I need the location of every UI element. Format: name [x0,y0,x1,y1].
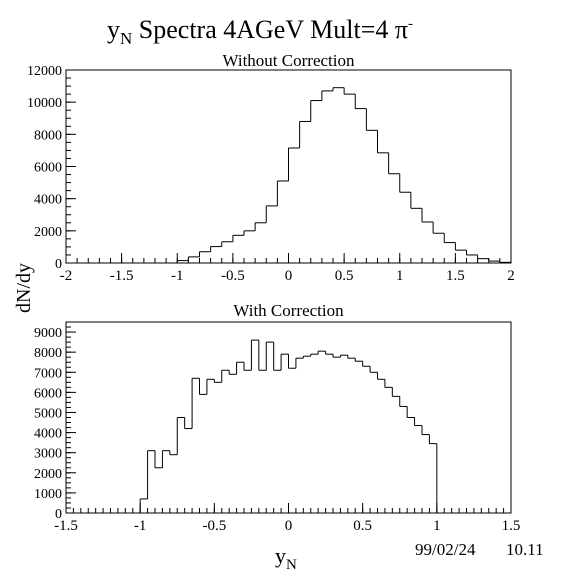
title-pi: π [395,15,408,44]
x-tick-label: 1 [433,518,441,534]
y-tick-label: 2000 [34,225,62,240]
x-tick-label: 1.5 [502,518,521,534]
x-tick-label: 1.5 [446,268,465,284]
footer-date: 99/02/24 [415,540,476,559]
y-tick-label: 3000 [34,447,62,462]
histogram-panel-1: Without Correction-2 -1.5 -1 -0.5 0 0.5 1 1.5 20… [27,51,515,284]
histogram-panel-2: With Correction -1.5 -1 -0.5 0 0.5 1 1.5 0 1000 20… [34,301,520,534]
x-tick-label: 0 [285,268,293,284]
x-tick-label: 0.5 [335,268,354,284]
figure-title: yN Spectra 4AGeV Mult=4 π- [107,15,413,48]
x-tick-label: -1.5 [110,268,134,284]
x-axis-label: yN [275,543,297,573]
plots-group: Without Correction-2 -1.5 -1 -0.5 0 0.5 1 1.5 20… [27,51,520,534]
x-tick-label: 0 [285,518,293,534]
xlabel-sub: N [286,557,297,573]
y-tick-label: 0 [55,507,62,522]
x-tick-label: 0.5 [353,518,372,534]
x-tick-label: -1 [171,268,184,284]
y-tick-label: 12000 [27,64,62,79]
title-main: y [107,15,120,44]
title-sub: N [120,29,132,48]
footer-time: 10.11 [506,540,544,559]
y-tick-label: 1000 [34,487,62,502]
panel-title: With Correction [233,301,344,320]
y-tick-label: 4000 [34,193,62,208]
title-rest: Spectra 4AGeV Mult=4 [132,15,395,44]
x-tick-label: -0.5 [202,518,226,534]
y-tick-label: 8000 [34,346,62,361]
title-sup: - [408,16,413,32]
x-tick-label: -1 [134,518,147,534]
y-tick-label: 9000 [34,326,62,341]
y-tick-label: 6000 [34,161,62,176]
xlabel-main: y [275,543,286,568]
panel-title: Without Correction [223,51,355,70]
x-tick-label: -1.5 [54,518,78,534]
x-tick-label: 2 [507,268,515,284]
y-tick-label: 10000 [27,96,62,111]
y-tick-label: 2000 [34,467,62,482]
y-tick-label: 6000 [34,386,62,401]
x-tick-label: -0.5 [221,268,245,284]
x-tick-label: 1 [396,268,404,284]
y-tick-label: 8000 [34,128,62,143]
y-axis-label: dN/dy [13,263,35,313]
y-tick-label: 5000 [34,406,62,421]
plot-frame [65,321,512,514]
y-tick-label: 4000 [34,427,62,442]
y-tick-label: 7000 [34,366,62,381]
x-tick-label: -2 [60,268,73,284]
y-tick-label: 0 [55,257,62,272]
